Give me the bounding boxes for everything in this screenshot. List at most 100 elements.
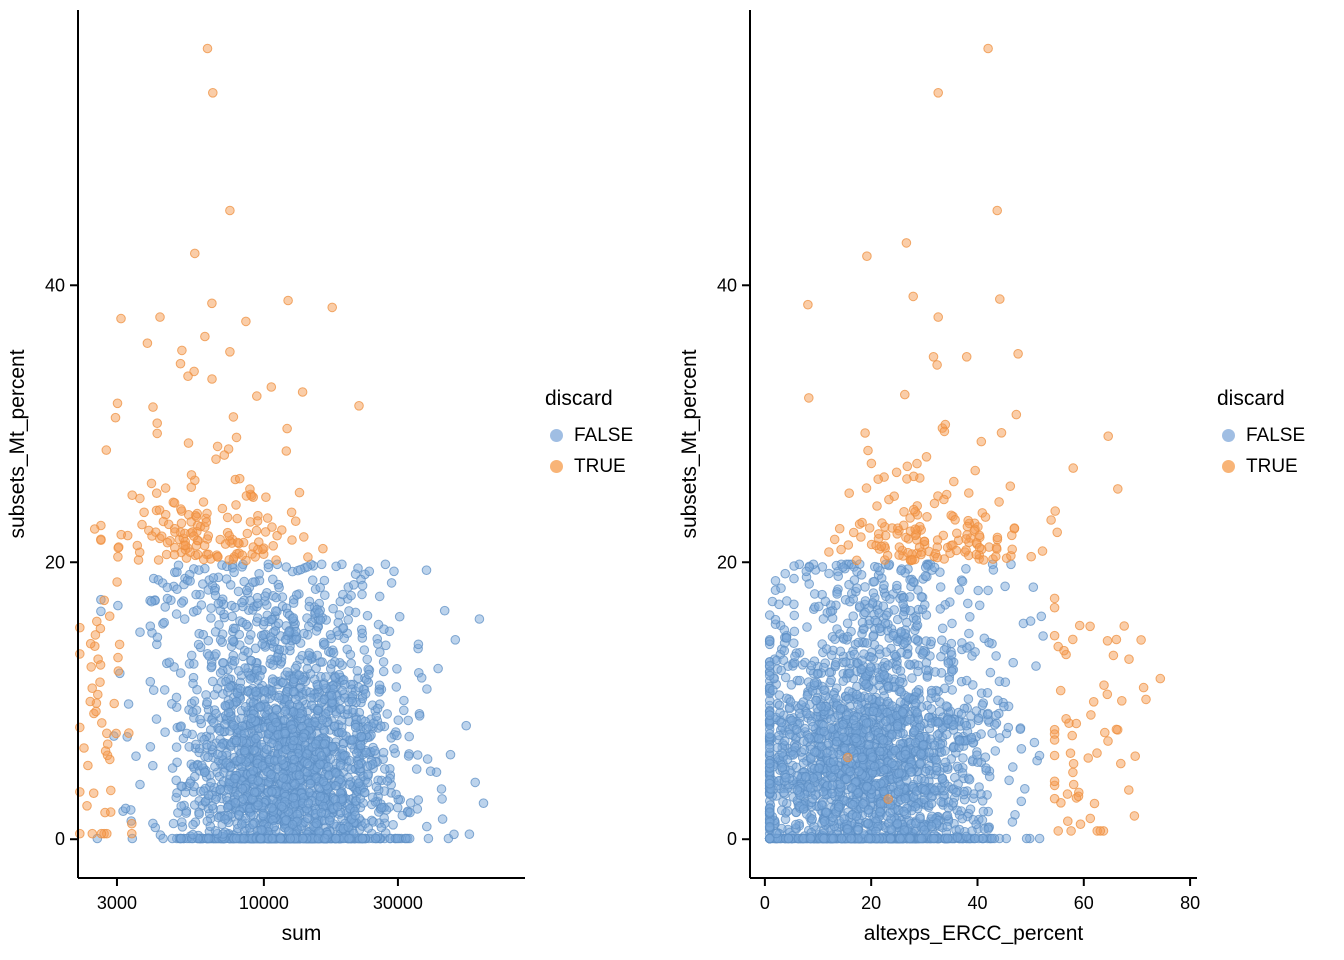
data-point xyxy=(954,736,965,746)
data-point xyxy=(990,720,1000,730)
data-point xyxy=(764,743,775,753)
data-point xyxy=(280,728,290,739)
data-point xyxy=(918,648,928,658)
data-point xyxy=(946,638,957,649)
data-point xyxy=(176,518,187,529)
data-point xyxy=(206,777,216,788)
data-point xyxy=(344,606,354,616)
data-point xyxy=(405,798,416,808)
data-point xyxy=(266,382,277,392)
data-point xyxy=(809,678,820,688)
data-point xyxy=(260,527,271,537)
data-point xyxy=(233,586,244,597)
data-point xyxy=(772,742,783,753)
data-point xyxy=(775,707,785,718)
data-point xyxy=(175,358,186,369)
data-point xyxy=(303,798,314,808)
data-point xyxy=(220,719,230,730)
data-point xyxy=(203,752,213,763)
data-point xyxy=(235,683,246,694)
data-point xyxy=(295,564,306,575)
data-point xyxy=(343,615,354,625)
data-point xyxy=(243,647,253,658)
data-point xyxy=(944,675,955,685)
data-point xyxy=(270,606,281,616)
data-point xyxy=(437,814,448,824)
data-point xyxy=(271,705,282,715)
data-point xyxy=(377,802,387,813)
data-point xyxy=(331,768,341,779)
data-point xyxy=(1020,784,1030,794)
data-point xyxy=(971,706,982,716)
data-point xyxy=(145,742,156,752)
data-point xyxy=(283,295,293,306)
data-point xyxy=(268,660,278,670)
data-point xyxy=(156,531,167,542)
data-point xyxy=(798,804,809,814)
data-point xyxy=(776,717,787,728)
data-point xyxy=(795,675,805,686)
data-point xyxy=(110,412,121,423)
data-point xyxy=(362,777,373,788)
data-point xyxy=(162,537,173,548)
data-point xyxy=(357,628,368,639)
data-point xyxy=(433,663,443,674)
data-point xyxy=(942,833,953,844)
data-point xyxy=(294,770,305,781)
data-point xyxy=(916,833,927,844)
legend-discard-left: discard FALSE TRUE xyxy=(545,387,672,478)
data-point xyxy=(245,484,255,494)
data-point xyxy=(164,657,175,668)
data-point xyxy=(234,473,245,484)
data-point xyxy=(792,785,803,795)
data-point xyxy=(266,614,277,625)
data-point xyxy=(916,749,926,759)
data-point xyxy=(991,651,1001,661)
data-point xyxy=(403,751,414,761)
data-point xyxy=(898,610,909,620)
data-point xyxy=(356,731,367,742)
data-point xyxy=(198,554,209,565)
data-point xyxy=(133,555,144,565)
data-point xyxy=(224,555,234,565)
data-point xyxy=(958,753,968,763)
data-point xyxy=(421,565,432,576)
data-point xyxy=(199,786,209,796)
data-point xyxy=(311,626,322,636)
data-point xyxy=(976,729,986,739)
data-point xyxy=(786,680,797,690)
data-point xyxy=(148,402,158,412)
data-point xyxy=(211,708,221,719)
data-point xyxy=(240,702,251,712)
data-point xyxy=(269,821,280,832)
data-point xyxy=(863,692,873,703)
data-point xyxy=(86,662,96,672)
data-point xyxy=(889,605,899,615)
data-point xyxy=(947,666,957,677)
data-point xyxy=(234,629,245,640)
data-point xyxy=(171,742,182,753)
data-point xyxy=(172,584,182,595)
data-point xyxy=(827,788,837,799)
data-point xyxy=(202,43,213,54)
data-point xyxy=(152,632,163,643)
data-point xyxy=(92,616,102,627)
data-point xyxy=(961,720,972,731)
data-point xyxy=(845,668,855,678)
data-point xyxy=(201,517,212,528)
data-point xyxy=(188,829,198,840)
data-point xyxy=(856,664,867,675)
data-point xyxy=(329,721,340,732)
points-layer xyxy=(75,43,489,844)
data-point xyxy=(318,680,329,690)
data-point xyxy=(321,672,331,682)
data-point xyxy=(464,829,475,840)
data-point xyxy=(436,784,447,794)
data-point xyxy=(933,718,944,728)
data-point xyxy=(346,590,356,601)
data-point xyxy=(280,635,291,645)
data-point xyxy=(1007,817,1018,827)
data-point xyxy=(348,705,358,715)
legend-item-false: FALSE xyxy=(545,425,672,447)
data-point xyxy=(246,713,256,724)
